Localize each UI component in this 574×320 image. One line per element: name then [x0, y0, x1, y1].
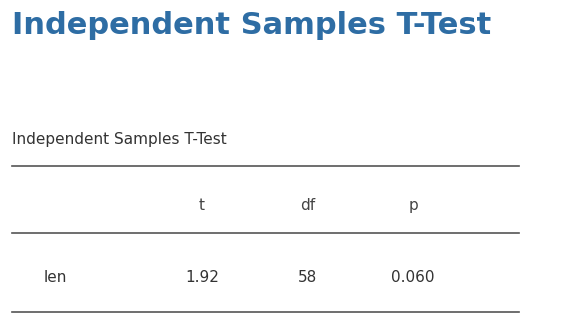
Text: Independent Samples T-Test: Independent Samples T-Test [12, 132, 227, 147]
Text: Independent Samples T-Test: Independent Samples T-Test [12, 11, 491, 40]
Text: 1.92: 1.92 [185, 270, 219, 285]
Text: len: len [44, 270, 67, 285]
Text: p: p [408, 198, 418, 213]
Text: 0.060: 0.060 [391, 270, 435, 285]
Text: df: df [300, 198, 315, 213]
Text: t: t [199, 198, 205, 213]
Text: 58: 58 [298, 270, 317, 285]
